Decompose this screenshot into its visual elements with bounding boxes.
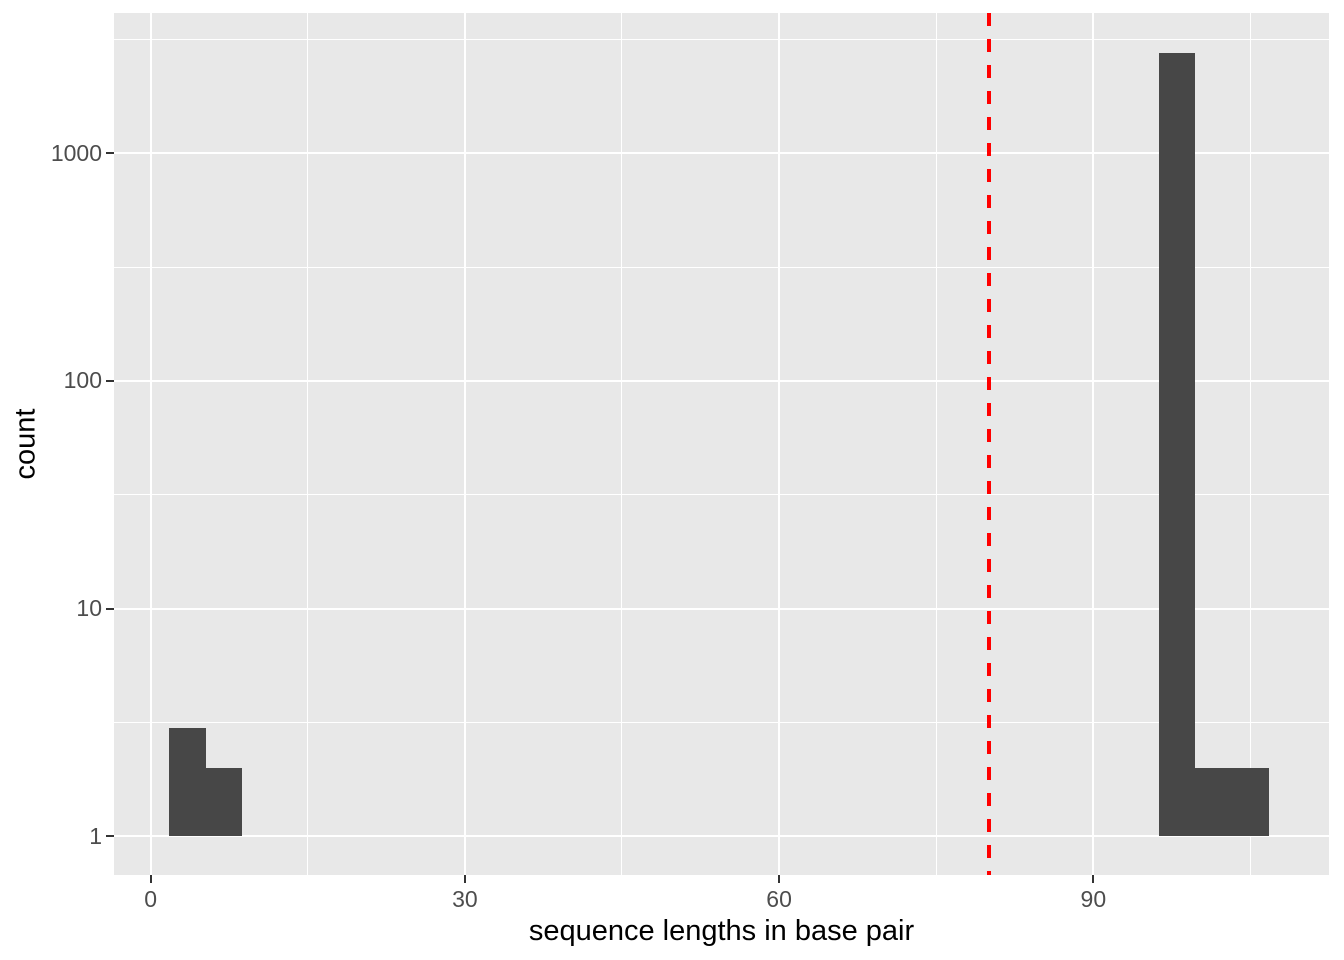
histogram-bar xyxy=(168,727,206,837)
threshold-vline xyxy=(986,13,991,875)
y-gridline-minor xyxy=(114,39,1329,41)
x-tick-mark xyxy=(149,875,152,883)
y-gridline-major xyxy=(114,607,1329,610)
y-tick-mark xyxy=(106,835,114,838)
y-tick-label: 1 xyxy=(89,822,102,849)
y-axis-title: count xyxy=(9,408,42,480)
y-tick-mark xyxy=(106,379,114,382)
x-tick-mark xyxy=(778,875,781,883)
histogram-bar xyxy=(1232,767,1269,837)
x-axis-title: sequence lengths in base pair xyxy=(528,915,915,947)
x-gridline-major xyxy=(149,13,152,875)
y-tick-label: 10 xyxy=(76,595,102,622)
x-gridline-major xyxy=(778,13,781,875)
x-gridline-minor xyxy=(621,13,623,875)
y-gridline-minor xyxy=(114,721,1329,723)
x-tick-mark xyxy=(1092,875,1095,883)
histogram-bar xyxy=(205,767,243,837)
y-tick-mark xyxy=(106,607,114,610)
y-gridline-minor xyxy=(114,494,1329,496)
x-tick-label: 30 xyxy=(452,886,478,912)
x-gridline-major xyxy=(1092,13,1095,875)
x-tick-label: 90 xyxy=(1080,886,1107,912)
y-tick-label: 1000 xyxy=(50,139,102,166)
y-gridline-major xyxy=(114,379,1329,382)
x-tick-label: 0 xyxy=(144,886,158,912)
x-gridline-minor xyxy=(935,13,937,875)
y-tick-label: 100 xyxy=(63,367,102,394)
histogram-bar xyxy=(1195,767,1233,837)
x-gridline-minor xyxy=(1249,13,1251,875)
y-gridline-major xyxy=(114,152,1329,155)
y-gridline-major xyxy=(114,835,1329,838)
histogram-bar xyxy=(1158,53,1196,837)
plot-panel xyxy=(114,13,1329,875)
y-tick-mark xyxy=(106,152,114,155)
x-gridline-major xyxy=(463,13,466,875)
x-tick-label: 60 xyxy=(766,886,792,912)
x-tick-mark xyxy=(463,875,466,883)
x-gridline-minor xyxy=(307,13,309,875)
y-gridline-minor xyxy=(114,266,1329,268)
